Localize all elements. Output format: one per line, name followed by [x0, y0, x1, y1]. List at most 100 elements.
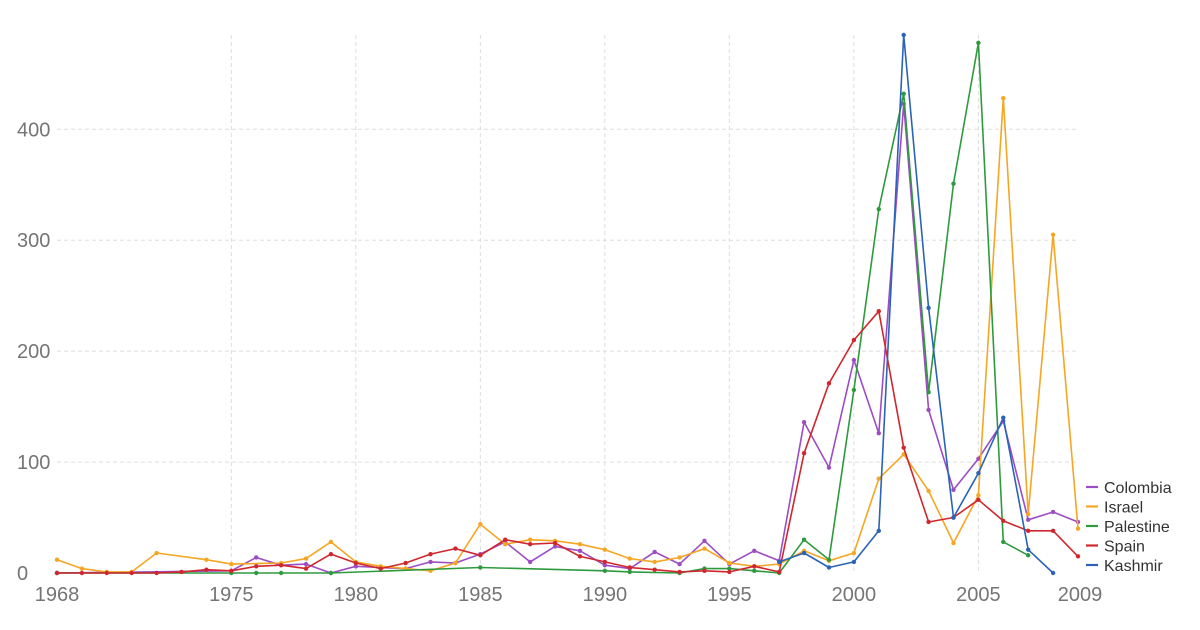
data-point: [552, 544, 558, 549]
data-point: [901, 445, 906, 450]
data-point: [428, 559, 433, 565]
data-point: [204, 567, 209, 572]
legend-label: Spain: [1104, 539, 1145, 556]
data-point: [776, 559, 782, 565]
data-point: [1025, 528, 1031, 534]
data-point: [876, 476, 881, 481]
x-tick-label: 1995: [707, 584, 752, 606]
data-point: [652, 559, 657, 565]
data-point: [577, 554, 583, 559]
legend-item: Kashmir: [1086, 558, 1163, 575]
x-tick-label: 1985: [458, 584, 503, 606]
grid: [57, 35, 1078, 573]
data-point: [976, 497, 981, 502]
data-point: [851, 357, 857, 363]
data-point: [901, 91, 906, 96]
series-line: [57, 310, 1079, 574]
data-point: [901, 32, 906, 38]
data-point: [602, 568, 608, 573]
data-point: [876, 528, 881, 534]
data-point: [1075, 526, 1081, 531]
data-point: [278, 570, 284, 576]
legend-item: Colombia: [1086, 480, 1172, 497]
y-tick-label: 100: [17, 452, 50, 474]
data-point: [976, 456, 981, 461]
series-israel: [54, 96, 1081, 575]
data-point: [627, 565, 632, 570]
data-point: [1025, 547, 1031, 552]
data-point: [976, 470, 981, 476]
data-point: [652, 549, 657, 555]
data-point: [951, 181, 956, 186]
y-axis-ticks: 0 100 200 300 400: [17, 119, 50, 585]
legend-label: Colombia: [1104, 480, 1172, 497]
y-tick-label: 300: [17, 230, 50, 252]
data-point: [926, 519, 931, 525]
data-point: [702, 568, 707, 573]
data-point: [453, 546, 458, 551]
x-tick-label: 1975: [209, 584, 254, 606]
data-point: [254, 564, 259, 569]
data-point: [702, 538, 707, 544]
data-point: [1001, 415, 1006, 420]
data-point: [353, 560, 359, 566]
x-tick-label: 2009: [1058, 584, 1103, 606]
data-point: [577, 548, 583, 554]
data-point: [104, 570, 110, 576]
data-point: [478, 565, 483, 570]
data-point: [876, 309, 881, 314]
series-line: [56, 97, 1079, 573]
x-axis-ticks: 1968 1975 1980 1985 1990 1995 2000 2005 2009: [35, 584, 1103, 606]
data-point: [527, 537, 533, 542]
data-point: [303, 561, 309, 567]
data-point: [453, 560, 458, 566]
data-point: [826, 381, 832, 386]
data-point: [801, 537, 807, 542]
data-point: [702, 546, 707, 551]
data-point: [926, 488, 931, 494]
data-point: [876, 206, 881, 212]
data-point: [552, 540, 558, 546]
data-point: [851, 337, 857, 343]
data-point: [303, 566, 309, 571]
data-point: [1001, 518, 1006, 524]
x-tick-label: 1968: [35, 584, 80, 606]
data-point: [303, 556, 309, 561]
data-point: [851, 387, 857, 393]
y-tick-label: 0: [17, 563, 28, 585]
data-point: [976, 40, 981, 45]
data-point: [1050, 570, 1056, 576]
data-point: [801, 450, 807, 456]
data-point: [503, 537, 508, 542]
data-point: [602, 559, 608, 565]
data-point: [254, 555, 259, 560]
series-line: [778, 34, 1054, 574]
legend-label: Kashmir: [1104, 558, 1163, 575]
series-spain: [54, 309, 1081, 576]
data-point: [328, 539, 334, 545]
data-point: [752, 568, 757, 573]
series-palestine: [54, 40, 1031, 576]
data-point: [976, 493, 981, 498]
data-point: [602, 563, 608, 568]
data-point: [378, 566, 383, 571]
data-point: [727, 566, 732, 571]
data-point: [801, 419, 807, 425]
data-point: [926, 305, 931, 311]
data-point: [1025, 512, 1031, 517]
x-tick-label: 2005: [956, 584, 1001, 606]
data-point: [752, 564, 757, 569]
data-point: [1050, 509, 1056, 515]
data-point: [677, 569, 682, 575]
data-point: [328, 570, 334, 576]
data-point: [229, 561, 234, 567]
data-point: [154, 550, 159, 556]
data-point: [328, 551, 334, 557]
data-point: [602, 547, 608, 552]
data-point: [826, 565, 832, 570]
data-point: [179, 569, 184, 575]
x-tick-label: 2000: [832, 584, 877, 606]
y-tick-label: 200: [17, 341, 50, 363]
data-point: [1050, 232, 1056, 237]
